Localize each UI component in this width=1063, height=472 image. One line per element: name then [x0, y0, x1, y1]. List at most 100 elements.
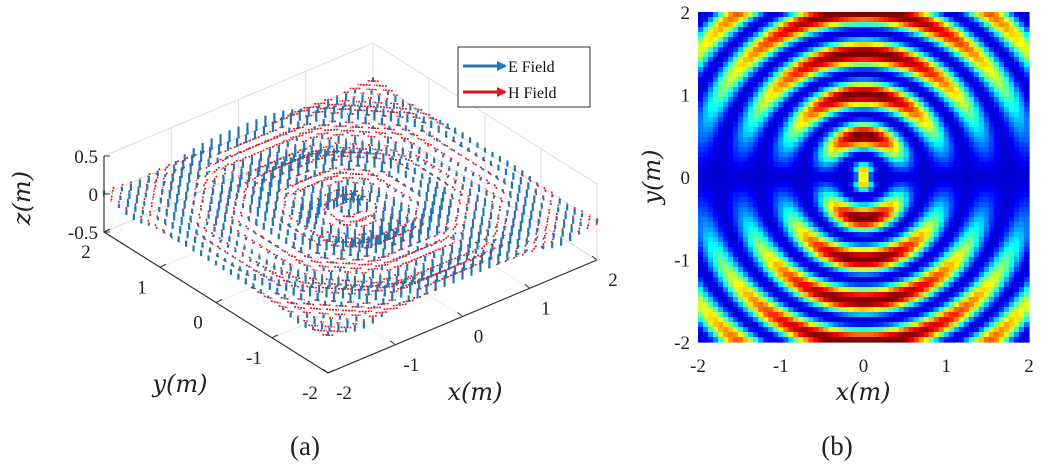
- heatmap-cell: [773, 42, 779, 48]
- heatmap-cell: [918, 207, 925, 213]
- heatmap-cell: [703, 252, 709, 258]
- heatmap-cell: [748, 167, 754, 173]
- heatmap-cell: [908, 247, 915, 253]
- heatmap-cell: [893, 47, 900, 53]
- heatmap-cell: [743, 182, 749, 188]
- heatmap-cell: [893, 267, 900, 273]
- heatmap-cell: [793, 97, 799, 103]
- heatmap-cell: [748, 117, 754, 123]
- heatmap-cell: [883, 157, 890, 163]
- heatmap-cell: [833, 322, 840, 328]
- heatmap-cell: [813, 312, 819, 318]
- heatmap-cell: [903, 127, 910, 133]
- heatmap-cell: [753, 137, 759, 143]
- heatmap-cell: [918, 37, 925, 43]
- heatmap-cell: [823, 337, 829, 343]
- h-field-arrow: [278, 305, 288, 309]
- heatmap-cell: [873, 317, 880, 323]
- h-field-arrow: [367, 135, 376, 138]
- heatmap-cell: [833, 72, 840, 78]
- heatmap-cell: [888, 192, 895, 198]
- heatmap-cell: [713, 62, 719, 68]
- heatmap-cell: [883, 102, 890, 108]
- heatmap-cell: [903, 262, 910, 268]
- heatmap-cell: [768, 202, 774, 208]
- h-field-arrow: [314, 213, 318, 217]
- heatmap-cell: [808, 212, 814, 218]
- heatmap-cell: [703, 32, 709, 38]
- h-field-arrow: [317, 123, 330, 127]
- heatmap-cell: [908, 102, 915, 108]
- heatmap-cell: [758, 327, 764, 333]
- heatmap-cell: [773, 77, 779, 83]
- heatmap-cell: [763, 312, 769, 318]
- heatmap-cell: [758, 67, 764, 73]
- heatmap-cell: [738, 57, 744, 63]
- heatmap-cell: [698, 287, 704, 293]
- heatmap-cell: [818, 172, 824, 178]
- heatmap-cell: [768, 122, 774, 128]
- h-field-arrow: [288, 253, 297, 259]
- heatmap-cell: [783, 307, 789, 313]
- heatmap-cell: [918, 307, 925, 313]
- heatmap-cell: [718, 17, 724, 23]
- heatmap-cell: [813, 177, 819, 183]
- heatmap-cell: [763, 252, 769, 258]
- heatmap-cell: [798, 202, 804, 208]
- heatmap-cell: [883, 322, 890, 328]
- heatmap-cell: [903, 132, 910, 138]
- heatmap-cell: [813, 102, 819, 108]
- heatmap-cell: [778, 207, 784, 213]
- heatmap-cell: [828, 327, 835, 333]
- heatmap-cell: [888, 112, 895, 118]
- heatmap-cell: [753, 87, 759, 93]
- heatmap-cell: [813, 272, 819, 278]
- heatmap-cell: [908, 297, 915, 303]
- heatmap-cell: [853, 77, 860, 83]
- heatmap-cell: [793, 217, 799, 223]
- heatmap-cell: [743, 82, 749, 88]
- heatmap-cell: [818, 152, 824, 158]
- heatmap-cell: [758, 172, 764, 178]
- heatmap-cell: [888, 162, 895, 168]
- x-axis-label: x(m): [447, 378, 502, 406]
- heatmap-cell: [743, 212, 749, 218]
- heatmap-cell: [733, 157, 739, 163]
- heatmap-cell: [698, 62, 704, 68]
- heatmap-cell: [713, 232, 719, 238]
- heatmap-cell: [898, 322, 905, 328]
- heatmap-cell: [793, 37, 799, 43]
- heatmap-cell: [753, 107, 759, 113]
- heatmap-cell: [738, 282, 744, 288]
- heatmap-cell: [783, 102, 789, 108]
- heatmap-cell: [718, 32, 724, 38]
- heatmap-cell: [803, 32, 809, 38]
- heatmap-cell: [698, 37, 704, 43]
- heatmap-cell: [848, 47, 855, 53]
- heatmap-cell: [908, 87, 915, 93]
- heatmap-cell: [728, 37, 734, 43]
- heatmap-cell: [923, 42, 930, 48]
- heatmap-cell: [818, 222, 824, 228]
- heatmap-cell: [833, 332, 840, 338]
- heatmap-cell: [903, 152, 910, 158]
- heatmap-cell: [713, 157, 719, 163]
- heatmap-cell: [748, 157, 754, 163]
- heatmap-cell: [733, 42, 739, 48]
- heatmap-cell: [818, 107, 824, 113]
- heatmap-cell: [788, 22, 794, 28]
- heatmap-cell: [713, 182, 719, 188]
- heatmap-cell: [793, 122, 799, 128]
- heatmap-cell: [828, 222, 835, 228]
- heatmap-cell: [723, 157, 729, 163]
- x-tick-mark: [389, 340, 396, 346]
- legend-h-arrowhead: [497, 87, 507, 97]
- heatmap-cell: [878, 182, 885, 188]
- heatmap-cell: [893, 97, 900, 103]
- heatmap-cell: [748, 222, 754, 228]
- heatmap-cell: [763, 187, 769, 193]
- heatmap-cell: [838, 217, 845, 223]
- heatmap-cell: [898, 207, 905, 213]
- heatmap-cell: [703, 192, 709, 198]
- heatmap-cell: [873, 252, 880, 258]
